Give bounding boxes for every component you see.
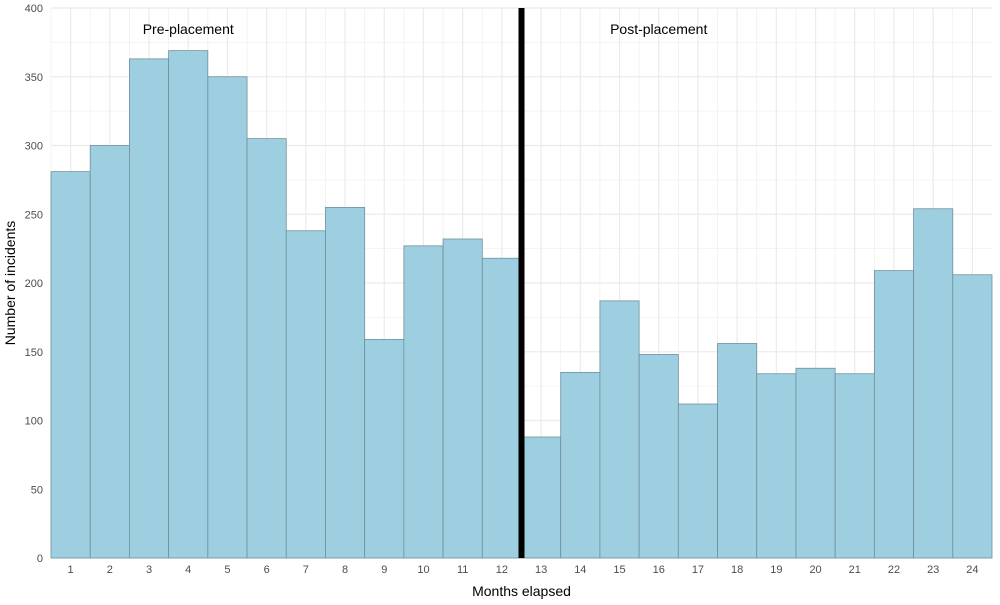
bar-month-21 xyxy=(834,373,875,559)
x-tick-label: 16 xyxy=(653,564,665,576)
x-tick-label: 19 xyxy=(770,564,782,576)
bar-month-3 xyxy=(129,58,170,559)
y-tick-label: 300 xyxy=(25,141,43,153)
y-tick-label: 50 xyxy=(31,484,43,496)
x-tick-label: 15 xyxy=(613,564,625,576)
bar-month-12 xyxy=(481,257,522,559)
x-tick-label: 9 xyxy=(381,564,387,576)
bar-month-5 xyxy=(207,76,248,559)
y-tick-label: 0 xyxy=(37,553,43,565)
bar-month-11 xyxy=(442,238,483,559)
y-tick-label: 250 xyxy=(25,209,43,221)
x-tick-label: 12 xyxy=(496,564,508,576)
bar-month-8 xyxy=(325,206,366,559)
x-axis-title: Months elapsed xyxy=(472,583,571,599)
x-tick-label: 22 xyxy=(888,564,900,576)
bars xyxy=(50,50,993,559)
x-tick-label: 8 xyxy=(342,564,348,576)
bar-month-22 xyxy=(873,270,914,559)
x-tick-label: 24 xyxy=(966,564,978,576)
bar-month-24 xyxy=(952,274,993,559)
bar-month-20 xyxy=(795,367,836,559)
post-placement-annotation: Post-placement xyxy=(610,21,707,37)
x-axis-ticks: 1 2 3 4 5 6 7 8 9 10 11 12 13 14 15 16 17 18 19 20 21 22 23 24 xyxy=(68,564,979,576)
x-tick-label: 20 xyxy=(809,564,821,576)
bar-month-13 xyxy=(521,436,562,559)
y-tick-label: 100 xyxy=(25,416,43,428)
x-tick-label: 5 xyxy=(224,564,230,576)
x-tick-label: 23 xyxy=(927,564,939,576)
x-tick-label: 6 xyxy=(264,564,270,576)
x-tick-label: 2 xyxy=(107,564,113,576)
bar-month-2 xyxy=(89,145,130,559)
bar-month-14 xyxy=(560,371,601,559)
x-tick-label: 4 xyxy=(185,564,191,576)
bar-month-17 xyxy=(677,403,718,559)
bar-month-19 xyxy=(756,373,797,559)
bar-month-16 xyxy=(638,354,679,559)
bar-month-1 xyxy=(50,171,91,559)
x-tick-label: 7 xyxy=(303,564,309,576)
x-tick-label: 11 xyxy=(457,564,468,576)
bar-month-15 xyxy=(599,300,640,559)
x-tick-label: 10 xyxy=(417,564,429,576)
x-tick-label: 18 xyxy=(731,564,743,576)
bar-month-4 xyxy=(168,50,209,559)
y-tick-label: 400 xyxy=(25,3,43,15)
x-tick-label: 17 xyxy=(692,564,704,576)
y-tick-label: 350 xyxy=(25,72,43,84)
bar-month-23 xyxy=(913,208,954,559)
bar-month-6 xyxy=(246,138,287,559)
y-axis-title: Number of incidents xyxy=(2,221,18,346)
bar-month-9 xyxy=(364,338,405,559)
bar-month-7 xyxy=(285,230,326,559)
y-tick-label: 150 xyxy=(25,347,43,359)
y-tick-label: 200 xyxy=(25,278,43,290)
bar-month-10 xyxy=(403,245,444,559)
x-tick-label: 3 xyxy=(146,564,152,576)
x-tick-label: 14 xyxy=(574,564,586,576)
x-tick-label: 21 xyxy=(849,564,861,576)
pre-placement-annotation: Pre-placement xyxy=(143,21,234,37)
x-tick-label: 1 xyxy=(68,564,74,576)
y-axis-ticks: 0 50 100 150 200 250 300 350 400 xyxy=(25,3,43,565)
x-tick-label: 13 xyxy=(535,564,547,576)
bar-month-18 xyxy=(717,343,758,559)
